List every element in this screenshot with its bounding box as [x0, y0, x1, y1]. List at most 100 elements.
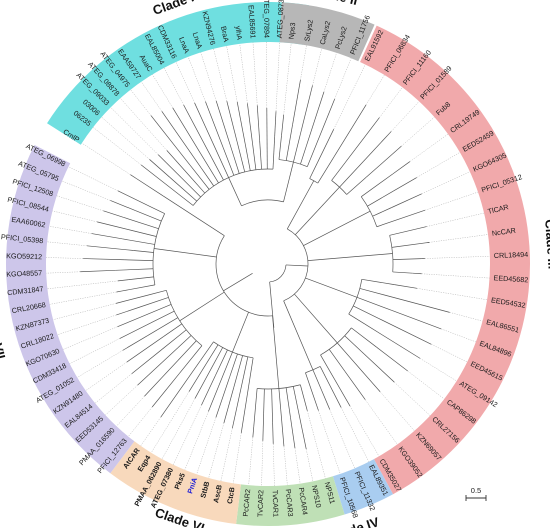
- branch: [166, 150, 194, 180]
- branch: [140, 164, 176, 192]
- branch: [233, 355, 243, 388]
- branch: [392, 161, 411, 175]
- leaf-label: NPS10: [310, 484, 323, 508]
- branch: [293, 134, 301, 163]
- leaf-label: PcCAR2: [241, 489, 252, 517]
- branch: [363, 131, 392, 162]
- branch: [245, 146, 251, 171]
- branch: [154, 248, 217, 258]
- branch: [162, 195, 225, 236]
- branch: [130, 174, 137, 179]
- branch: [356, 297, 392, 311]
- branch: [149, 159, 171, 178]
- leaf-label: SrLys2: [302, 19, 315, 42]
- clade-band: [110, 441, 241, 525]
- branch: [229, 353, 238, 377]
- clade-label: Clade III: [542, 219, 550, 270]
- branch: [226, 101, 237, 140]
- branch: [201, 375, 216, 406]
- leaf-connector: [252, 42, 258, 106]
- leaf-label: ATEG_08738: [275, 0, 286, 39]
- leaf-label: CRL18494: [494, 250, 529, 260]
- leaf-connector: [416, 288, 488, 300]
- leaf-label: ATEG_07894: [262, 0, 271, 38]
- clade-bands: [5, 1, 530, 526]
- branch: [121, 284, 155, 292]
- branch: [319, 366, 335, 395]
- leaf-connector: [334, 58, 352, 100]
- branch: [305, 91, 325, 147]
- branch: [200, 152, 219, 184]
- leaf-label: CDM31847: [7, 284, 44, 297]
- branch: [312, 369, 322, 391]
- branch: [177, 340, 197, 361]
- branch: [361, 351, 395, 383]
- branch-arc: [331, 180, 347, 195]
- branch: [331, 162, 346, 181]
- branch: [272, 315, 280, 389]
- branch: [361, 173, 394, 197]
- branch: [272, 136, 276, 170]
- branch: [344, 117, 380, 164]
- branch: [274, 111, 277, 137]
- leaf-connector: [105, 385, 138, 416]
- branch: [253, 388, 258, 427]
- leaf-connector: [233, 432, 242, 484]
- branch: [131, 349, 163, 375]
- leaf-connector: [307, 410, 326, 479]
- leaf-connector: [175, 61, 195, 104]
- leaf-label: CtcB: [225, 486, 237, 504]
- branch: [240, 386, 249, 433]
- clade-band: [236, 476, 345, 526]
- leaf-connector: [419, 358, 457, 382]
- branch: [232, 376, 244, 429]
- branch: [361, 278, 395, 285]
- leaf-connector: [151, 391, 190, 453]
- leaf-connector: [379, 391, 415, 431]
- branch: [285, 124, 294, 161]
- branch: [161, 329, 187, 350]
- leaf-label: ylhA: [234, 25, 245, 40]
- branch: [392, 258, 422, 260]
- leaf-connector: [200, 52, 217, 102]
- leaf-connector: [275, 42, 280, 112]
- branch: [232, 312, 249, 353]
- branch: [318, 98, 336, 138]
- leaf-connector: [47, 241, 87, 247]
- branch: [177, 335, 192, 348]
- scale-bar-label: 0.5: [471, 486, 481, 495]
- branch: [294, 293, 338, 344]
- leaf-connector: [394, 382, 431, 416]
- branch: [200, 167, 215, 187]
- branch: [272, 422, 274, 444]
- branch: [172, 107, 201, 154]
- leaf-connector: [226, 45, 238, 102]
- branch: [262, 413, 264, 441]
- branch: [126, 336, 164, 363]
- branch: [124, 259, 154, 261]
- leaf-connector: [294, 448, 301, 484]
- branch: [359, 288, 384, 295]
- branch: [392, 271, 413, 274]
- branch: [320, 354, 330, 371]
- leaf-connector: [379, 87, 403, 118]
- branch: [123, 216, 159, 229]
- branch: [181, 177, 201, 198]
- branch: [259, 140, 262, 170]
- branch: [119, 322, 152, 339]
- leaf-connector: [283, 43, 292, 115]
- branch: [336, 342, 362, 371]
- branch: [394, 284, 418, 289]
- clade-band: [279, 2, 375, 62]
- branch: [147, 317, 178, 336]
- branch: [212, 141, 229, 178]
- leaf-connector: [68, 166, 118, 191]
- leaf-connector: [63, 326, 118, 350]
- branch: [215, 100, 234, 154]
- branch: [294, 186, 340, 235]
- leaf-label: PcCAR3: [284, 489, 295, 517]
- branch: [333, 393, 342, 408]
- branch: [408, 209, 426, 217]
- leaf-connector: [407, 370, 445, 400]
- branch: [307, 253, 393, 261]
